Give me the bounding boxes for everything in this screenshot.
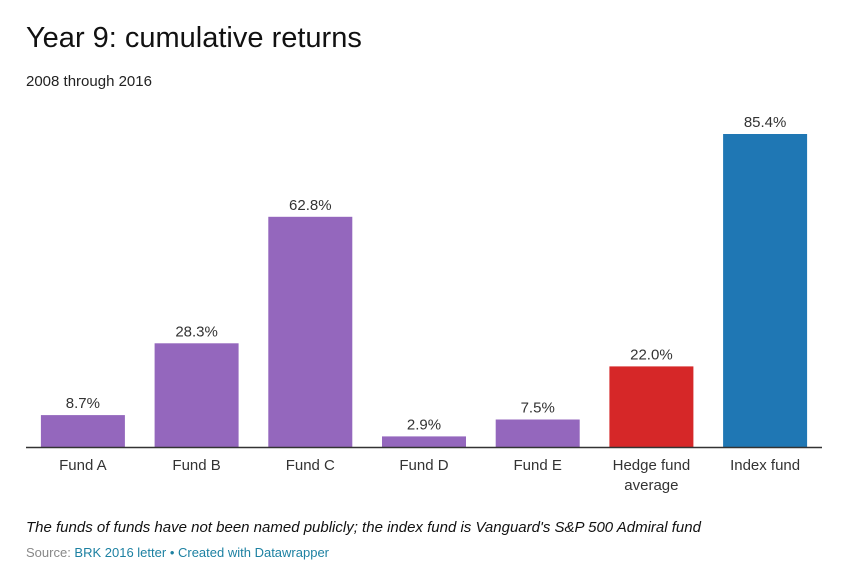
- category-label-fund-b: Fund B: [172, 457, 220, 474]
- chart-subtitle: 2008 through 2016: [26, 73, 152, 90]
- category-label-fund-a: Fund A: [59, 457, 107, 474]
- bar-fund-d: [382, 436, 466, 447]
- value-label-index-fund: 85.4%: [744, 114, 787, 131]
- category-label-fund-c: Fund C: [286, 457, 335, 474]
- bar-fund-e: [495, 419, 580, 447]
- category-label-fund-e: Fund E: [514, 457, 562, 474]
- value-label-fund-c: 62.8%: [289, 197, 332, 214]
- bar-fund-b: [154, 343, 239, 447]
- value-label-fund-d: 2.9%: [407, 416, 441, 433]
- category-label-index-fund: Index fund: [730, 457, 800, 474]
- bar-hedge-fund-average: [609, 366, 694, 447]
- bar-fund-c: [268, 216, 353, 447]
- source-separator: •: [166, 545, 178, 560]
- source-link[interactable]: BRK 2016 letter: [74, 545, 167, 560]
- value-label-hedge-fund-average: 22.0%: [630, 346, 673, 363]
- chart-title: Year 9: cumulative returns: [26, 22, 362, 54]
- category-label-fund-d: Fund D: [399, 457, 448, 474]
- value-label-fund-a: 8.7%: [66, 395, 100, 412]
- datawrapper-credit-link[interactable]: Created with Datawrapper: [177, 545, 330, 560]
- bar-index-fund: [723, 134, 808, 447]
- bar-fund-a: [40, 415, 125, 447]
- value-label-fund-b: 28.3%: [175, 323, 218, 340]
- chart-note: The funds of funds have not been named p…: [26, 519, 701, 536]
- value-label-fund-e: 7.5%: [521, 400, 555, 417]
- source-prefix: Source:: [26, 545, 75, 560]
- source-line: Source: BRK 2016 letter • Created with D…: [26, 545, 329, 560]
- category-label-hedge-fund-average: Hedge fund average: [613, 457, 691, 494]
